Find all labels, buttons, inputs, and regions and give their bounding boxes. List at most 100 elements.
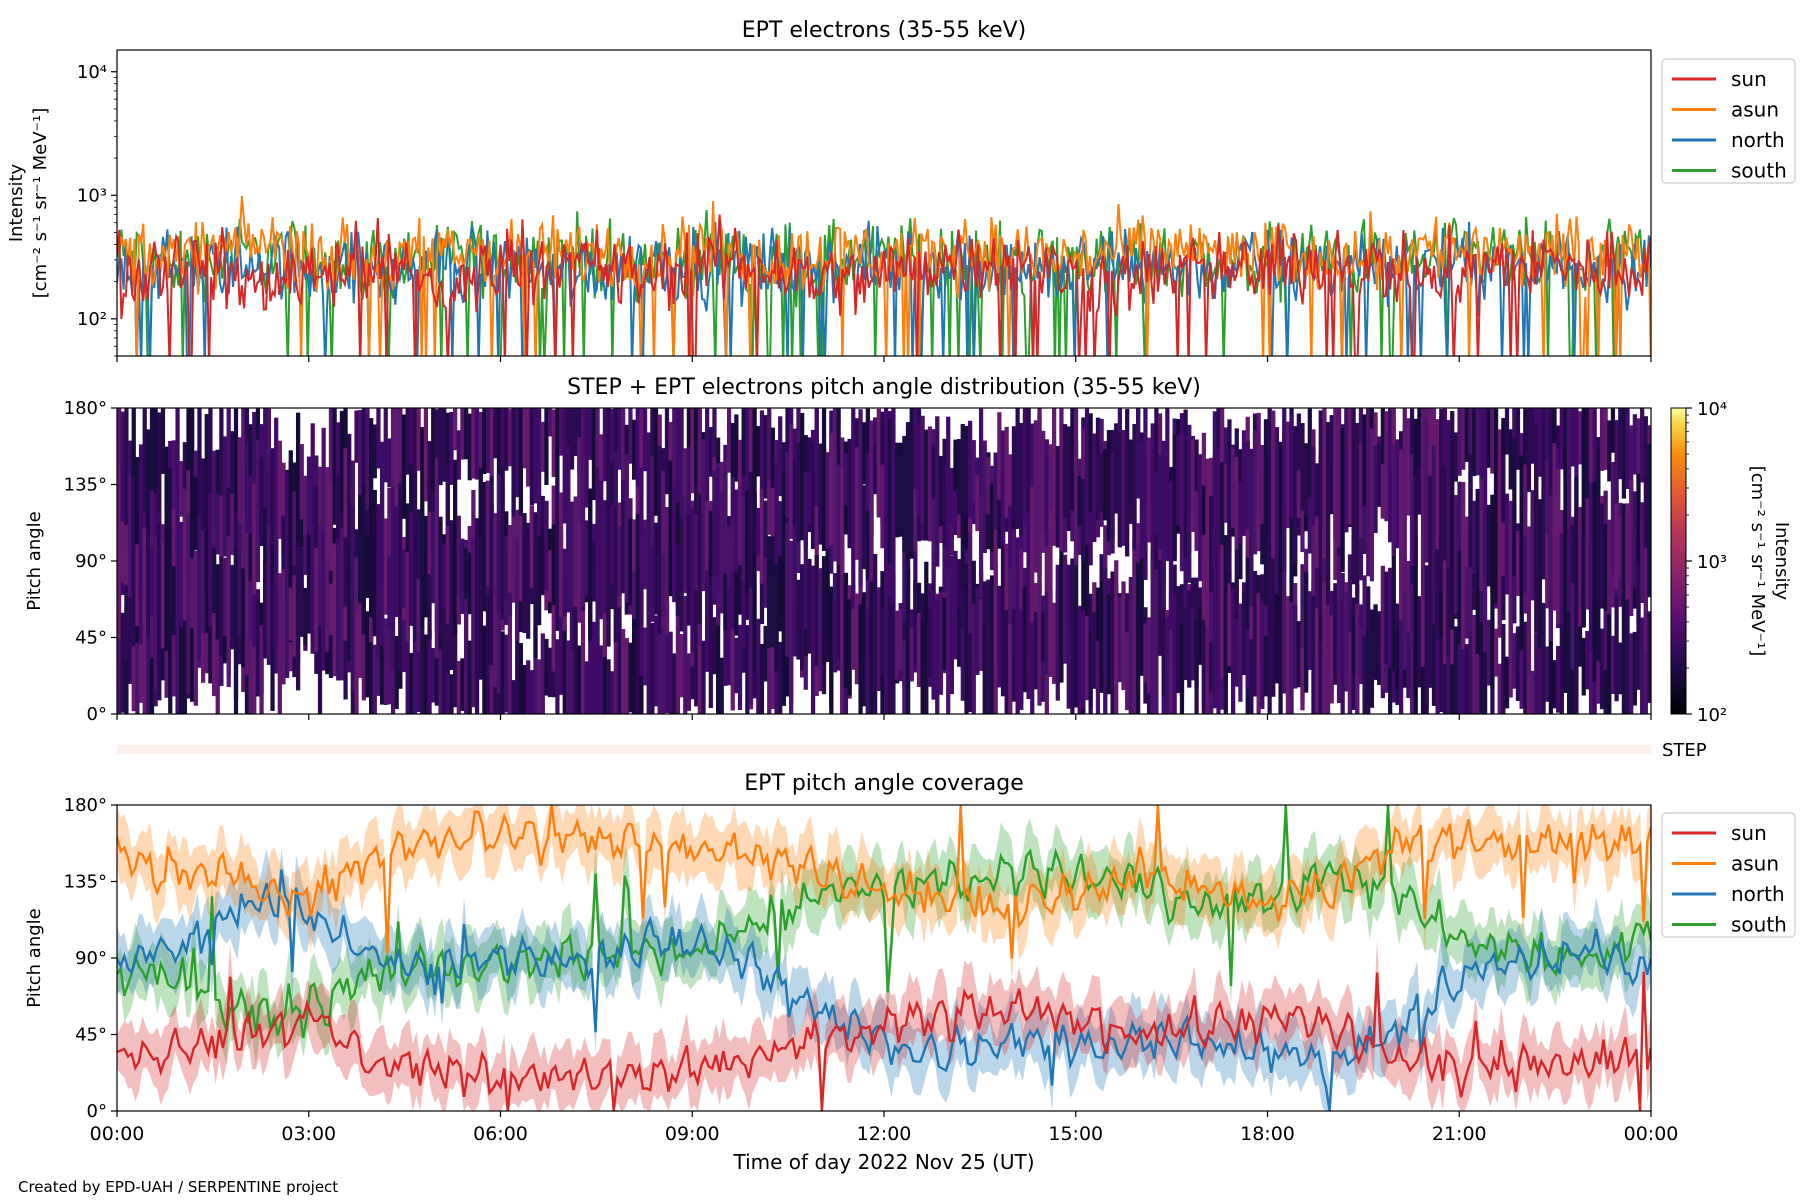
heatmap-cell <box>423 634 429 714</box>
heatmap-cell <box>843 572 849 688</box>
heatmap-cell <box>781 473 786 587</box>
heatmap-cell <box>679 634 684 698</box>
heatmap-cell <box>803 472 808 629</box>
heatmap-cell <box>588 583 593 714</box>
heatmap-cell <box>387 619 392 705</box>
p4-xtick-label: 06:00 <box>473 1123 528 1145</box>
heatmap-cell <box>1497 429 1502 480</box>
heatmap-cell <box>767 480 772 535</box>
heatmap-cell <box>602 653 608 714</box>
heatmap-cell <box>1307 408 1312 497</box>
heatmap-cell <box>854 593 860 685</box>
heatmap-cell <box>1599 628 1605 710</box>
heatmap-cell <box>171 566 177 636</box>
p2-ytick-label: 45° <box>75 628 107 649</box>
heatmap-cell <box>405 503 410 562</box>
heatmap-cell <box>1322 581 1327 714</box>
heatmap-cell <box>1541 408 1546 544</box>
heatmap-cell <box>653 615 659 707</box>
heatmap-cell <box>792 460 797 525</box>
heatmap-cell <box>697 408 702 544</box>
heatmap-cell <box>1044 591 1049 675</box>
heatmap-cell <box>1230 589 1236 714</box>
heatmap-cell <box>978 493 984 598</box>
heatmap-cell <box>204 476 209 588</box>
heatmap-cell <box>1537 499 1543 649</box>
heatmap-cell <box>913 579 918 666</box>
heatmap-cell <box>1194 439 1199 513</box>
heatmap-cell <box>577 645 582 714</box>
heatmap-cell <box>1084 519 1090 699</box>
heatmap-cell <box>1077 476 1082 527</box>
heatmap-cell <box>661 553 666 618</box>
heatmap-cell <box>741 497 746 583</box>
heatmap-cell <box>1512 539 1517 624</box>
heatmap-cell <box>832 573 838 673</box>
heatmap-cell <box>117 618 122 714</box>
heatmap-cell <box>1446 631 1451 714</box>
heatmap-cell <box>222 481 228 557</box>
heatmap-cell <box>471 538 476 671</box>
heatmap-cell <box>1183 608 1188 681</box>
heatmap-cell <box>814 408 819 507</box>
heatmap-cell <box>1256 412 1261 510</box>
heatmap-cell <box>1304 449 1309 516</box>
heatmap-cell <box>175 535 180 636</box>
heatmap-cell <box>482 408 487 474</box>
heatmap-cell <box>1515 408 1521 470</box>
panel1-y-axis: 10² 10³ 10⁴ <box>77 62 117 357</box>
heatmap-cell <box>1614 503 1619 590</box>
heatmap-cell <box>1388 430 1393 543</box>
heatmap-cell <box>1187 424 1192 583</box>
heatmap-cell <box>1632 631 1637 706</box>
heatmap-cell <box>1504 656 1510 709</box>
p1-ytick-label: 10² <box>77 309 107 330</box>
heatmap-cell <box>1461 539 1466 650</box>
heatmap-cell <box>1409 584 1415 696</box>
heatmap-cell <box>215 449 220 524</box>
heatmap-cell <box>547 408 553 437</box>
heatmap-cell <box>1011 511 1017 661</box>
p4-xtick-label: 21:00 <box>1432 1123 1487 1145</box>
heatmap-cell <box>1143 442 1148 575</box>
heatmap-cell <box>1567 538 1572 613</box>
heatmap-cell <box>233 550 239 714</box>
heatmap-cell <box>1314 473 1320 568</box>
heatmap-cell <box>1055 446 1060 548</box>
heatmap-cell <box>182 518 187 621</box>
heatmap-cell <box>555 408 560 485</box>
heatmap-cell <box>1187 590 1192 688</box>
coverage-panel: EPT pitch angle coverage 0° 45° 90° 135° 180… <box>24 771 1796 1174</box>
heatmap-cell <box>924 429 929 541</box>
heatmap-cell <box>683 496 688 591</box>
heatmap-cell <box>1263 635 1269 697</box>
pad-heatmap-panel: STEP + EPT electrons pitch angle distrib… <box>24 375 1792 726</box>
heatmap-cell <box>343 585 348 700</box>
heatmap-cell <box>127 596 133 684</box>
heatmap-cell <box>1011 426 1017 522</box>
heatmap-cell <box>734 414 739 482</box>
heatmap-cell <box>650 622 655 714</box>
heatmap-cell <box>1472 615 1477 714</box>
heatmap-cell <box>894 610 900 680</box>
heatmap-cell <box>631 544 637 620</box>
heatmap-cell <box>631 519 637 572</box>
heatmap-cell <box>730 626 735 711</box>
heatmap-cell <box>1161 603 1166 697</box>
heatmap-cell <box>190 558 195 628</box>
heatmap-cell <box>1442 408 1448 520</box>
heatmap-cell <box>1607 530 1612 714</box>
heatmap-cell <box>1059 508 1064 683</box>
heatmap-cell <box>1165 617 1170 714</box>
heatmap-cell <box>266 574 271 658</box>
heatmap-cell <box>303 587 308 645</box>
step-bar <box>117 745 1651 754</box>
heatmap-cell <box>642 408 648 472</box>
heatmap-cell <box>1475 490 1480 589</box>
heatmap-cell <box>1362 575 1367 668</box>
heatmap-cell <box>1205 459 1210 628</box>
heatmap-cell <box>1640 502 1645 577</box>
heatmap-cell <box>204 558 209 633</box>
heatmap-cell <box>1121 589 1126 691</box>
heatmap-cell <box>1490 494 1495 689</box>
